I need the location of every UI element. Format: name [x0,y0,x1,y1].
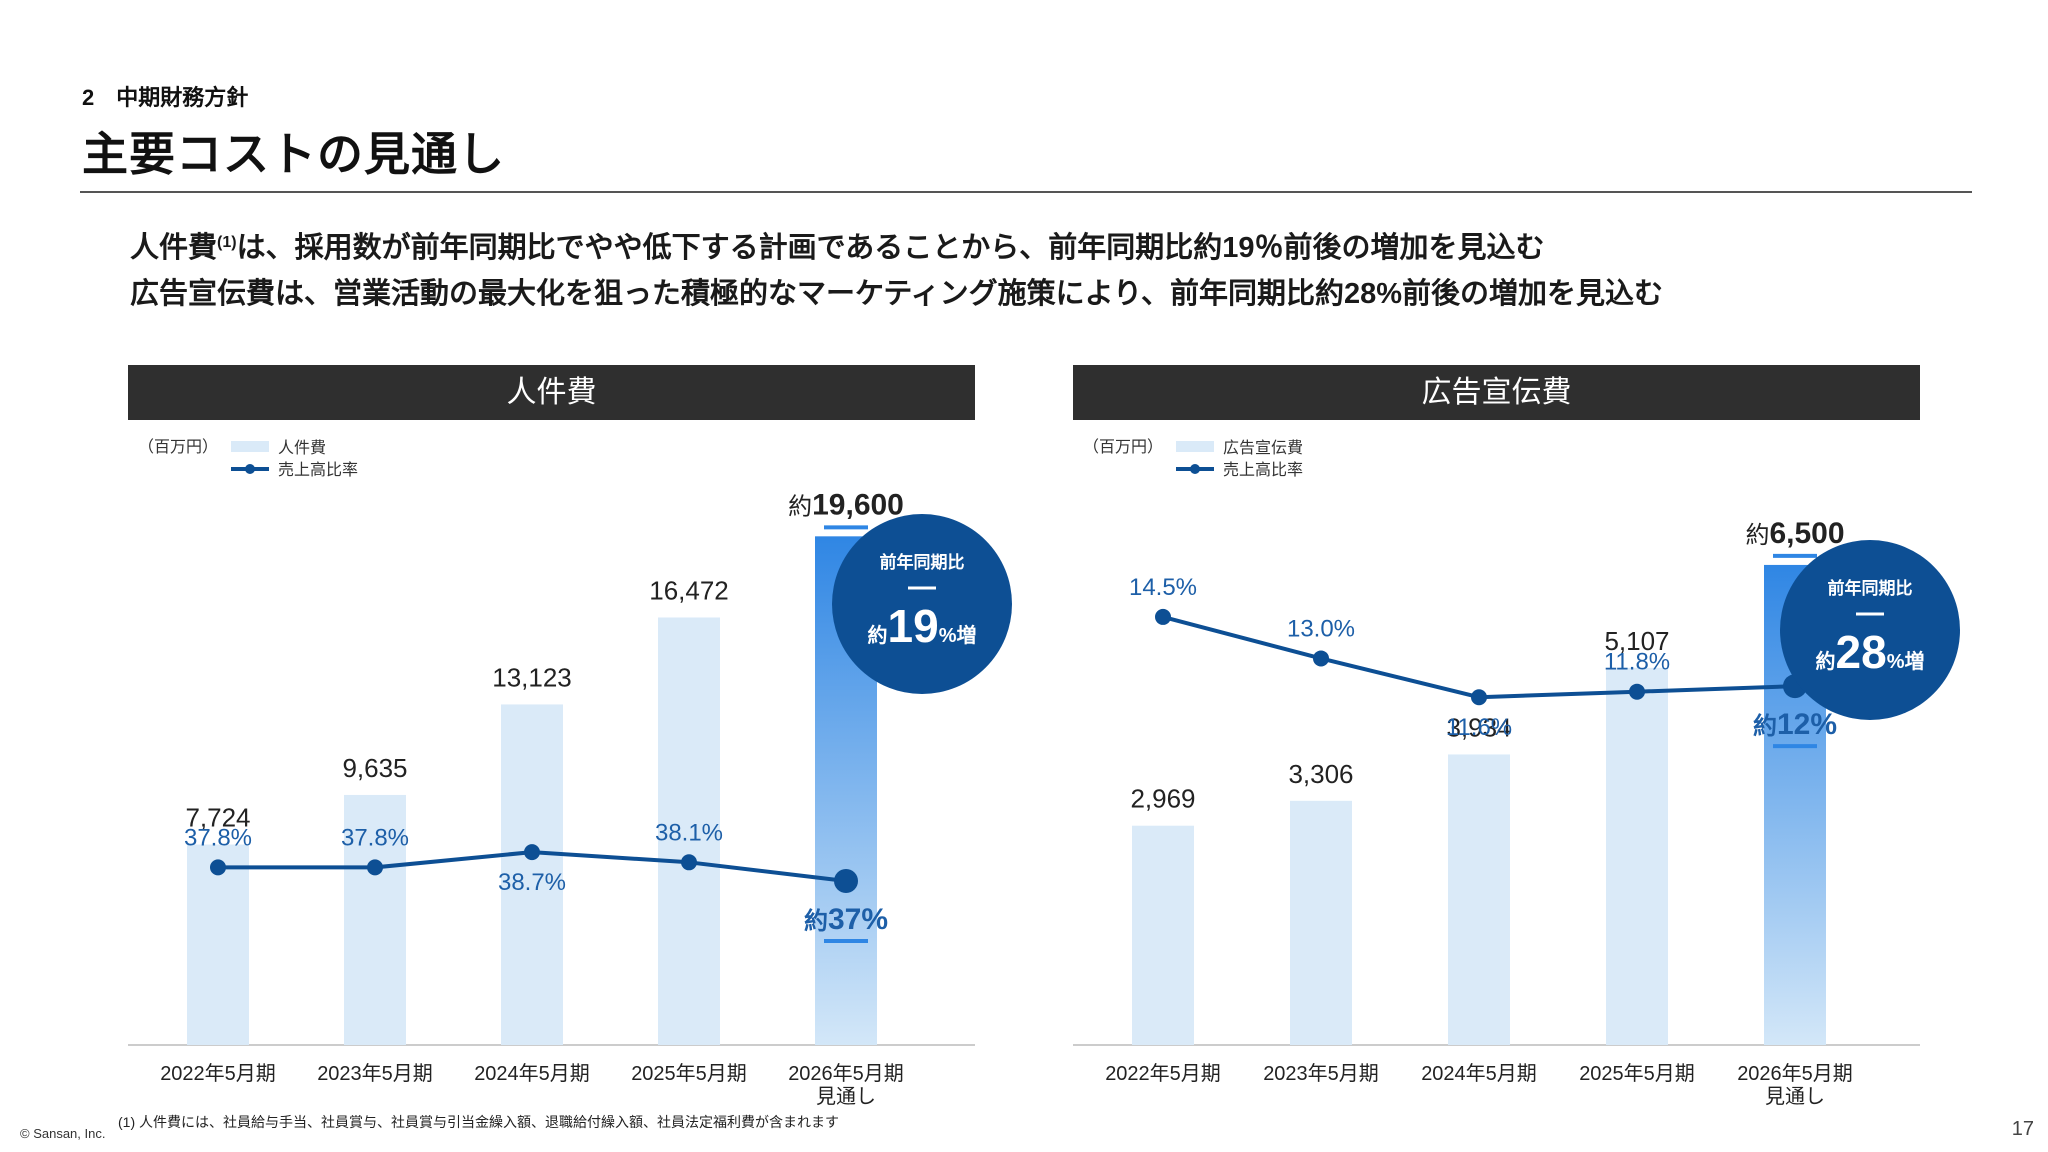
bar [1132,825,1194,1045]
ratio-value-label: 38.7% [498,869,566,896]
forecast-bar-value-label: 約6,500 [1745,517,1844,550]
bar [501,704,563,1045]
bar [1290,800,1352,1045]
yoy-badge-value: 約28%増 [1816,626,1925,678]
ratio-marker [1471,689,1487,706]
x-tick-label: 2025年5月期 [1579,1062,1695,1085]
lead-text-part: は、採用数が前年同期比でやや低下する計画であることから、前年同期比約19％前後の… [236,232,1545,264]
x-tick-label: 2023年5月期 [1263,1062,1379,1085]
ratio-value-label: 14.5% [1129,574,1197,601]
x-tick-label: 2024年5月期 [474,1062,590,1085]
bar [344,794,406,1045]
yoy-badge-value: 約19%増 [868,600,977,652]
footnote-marker: (1) [217,234,237,251]
page-title: 主要コストの見通し [82,128,505,180]
legend-bar-swatch [231,441,269,452]
ratio-marker [524,844,540,861]
legend-bar-label: 広告宣伝費 [1223,439,1303,457]
title-divider [80,191,1972,193]
ratio-value-label: 11.6% [1446,714,1512,741]
yoy-badge [832,514,1012,694]
ratio-marker [210,859,226,876]
section-label: 2 中期財務方針 [82,85,249,110]
ratio-marker [1313,650,1329,667]
footnote: (1) 人件費には、社員給与手当、社員賞与、社員賞与引当金繰入額、退職給付繰入額… [118,1114,839,1130]
bar-value-label: 2,969 [1130,784,1195,814]
ratio-marker [1629,683,1645,700]
yoy-badge [1780,540,1960,720]
copyright: © Sansan, Inc. [20,1126,106,1141]
forecast-ratio-label: 約37% [804,903,888,936]
ratio-value-label: 37.8% [341,824,409,851]
x-tick-label: 2025年5月期 [631,1062,747,1085]
bar-value-label: 5,107 [1604,626,1669,656]
lead-text-line-2: 広告宣伝費は、営業活動の最大化を狙った積極的なマーケティング施策により、前年同期… [130,278,1663,310]
legend-bar-label: 人件費 [278,439,326,457]
ratio-value-label: 38.1% [655,819,723,846]
ratio-marker [681,854,697,871]
panel-header-advertising: 広告宣伝費 [1073,365,1920,420]
bar-value-label: 16,472 [649,576,729,606]
ratio-marker [367,859,383,876]
lead-text-line-1: 人件費(1)は、採用数が前年同期比でやや低下する計画であることから、前年同期比約… [130,224,1545,266]
legend-line-marker [1190,464,1200,474]
bar-value-label: 3,934 [1446,712,1511,742]
ratio-line [1162,614,1796,700]
bar [1448,754,1510,1045]
x-tick-label: 2023年5月期 [317,1062,433,1085]
legend-line-marker [245,464,255,474]
ratio-value-label: 37.8% [184,824,252,851]
bar-value-label: 13,123 [492,662,572,692]
x-tick-label: 2026年5月期 [1737,1062,1853,1085]
legend-bar-swatch [1176,441,1214,452]
bar [658,617,720,1045]
forecast-ratio-label: 約12% [1753,708,1837,741]
page-number: 17 [2011,1118,2034,1140]
forecast-ratio-marker [834,869,858,893]
bar [187,844,249,1045]
unit-label: （百万円） [1083,438,1163,456]
x-tick-label: 2026年5月期 [788,1062,904,1085]
bar-value-label: 7,724 [185,803,250,833]
ratio-marker [1155,608,1171,625]
unit-label: （百万円） [138,438,218,456]
legend-line-label: 売上高比率 [278,461,358,479]
x-tick-label: 見通し [1765,1085,1825,1108]
panel-header-personnel: 人件費 [128,365,975,420]
x-tick-label: 2022年5月期 [1105,1062,1221,1085]
yoy-badge-label: 前年同期比 [880,552,965,572]
x-tick-label: 2022年5月期 [160,1062,276,1085]
yoy-badge-label: 前年同期比 [1828,578,1913,598]
lead-text-part: 人件費 [130,232,218,264]
ratio-value-label: 11.8% [1604,649,1670,676]
ratio-value-label: 13.0% [1287,615,1355,642]
bar [1606,667,1668,1045]
forecast-bar-value-label: 約19,600 [788,488,904,521]
bar-value-label: 9,635 [342,753,407,783]
x-tick-label: 2024年5月期 [1421,1062,1537,1085]
x-tick-label: 見通し [816,1085,876,1108]
legend-line-label: 売上高比率 [1223,461,1303,479]
bar-value-label: 3,306 [1288,759,1353,789]
